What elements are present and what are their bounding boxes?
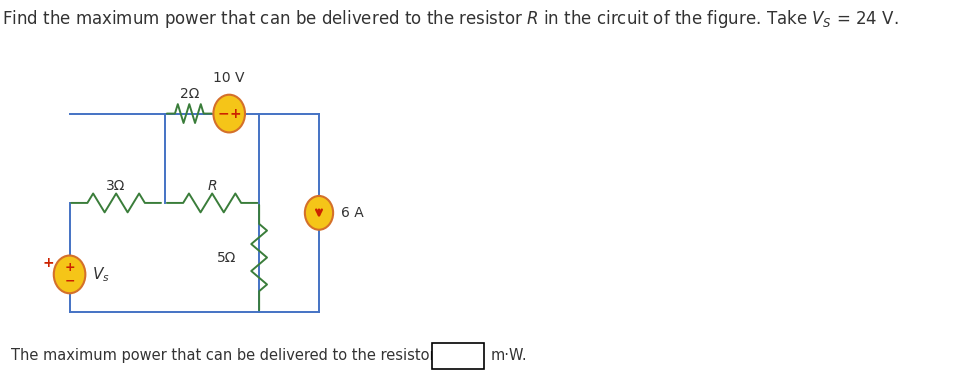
Text: Find the maximum power that can be delivered to the resistor $R$ in the circuit : Find the maximum power that can be deliv…: [2, 8, 898, 30]
Text: −: −: [64, 275, 74, 288]
Text: 10 V: 10 V: [213, 71, 245, 85]
Text: +: +: [229, 107, 240, 121]
Text: m·W.: m·W.: [491, 348, 527, 363]
Circle shape: [213, 95, 245, 132]
Text: The maximum power that can be delivered to the resistor is: The maximum power that can be delivered …: [11, 348, 452, 363]
FancyBboxPatch shape: [432, 343, 483, 369]
Text: 6 A: 6 A: [341, 206, 364, 220]
Text: 5Ω: 5Ω: [216, 251, 235, 264]
Text: +: +: [64, 261, 74, 274]
Text: +: +: [43, 256, 54, 270]
Circle shape: [305, 196, 333, 230]
Text: −: −: [217, 107, 229, 121]
Text: R: R: [207, 179, 216, 193]
Circle shape: [53, 256, 85, 293]
Text: $V_s$: $V_s$: [91, 265, 110, 284]
Text: 3Ω: 3Ω: [106, 179, 125, 193]
Text: 2Ω: 2Ω: [179, 87, 199, 100]
